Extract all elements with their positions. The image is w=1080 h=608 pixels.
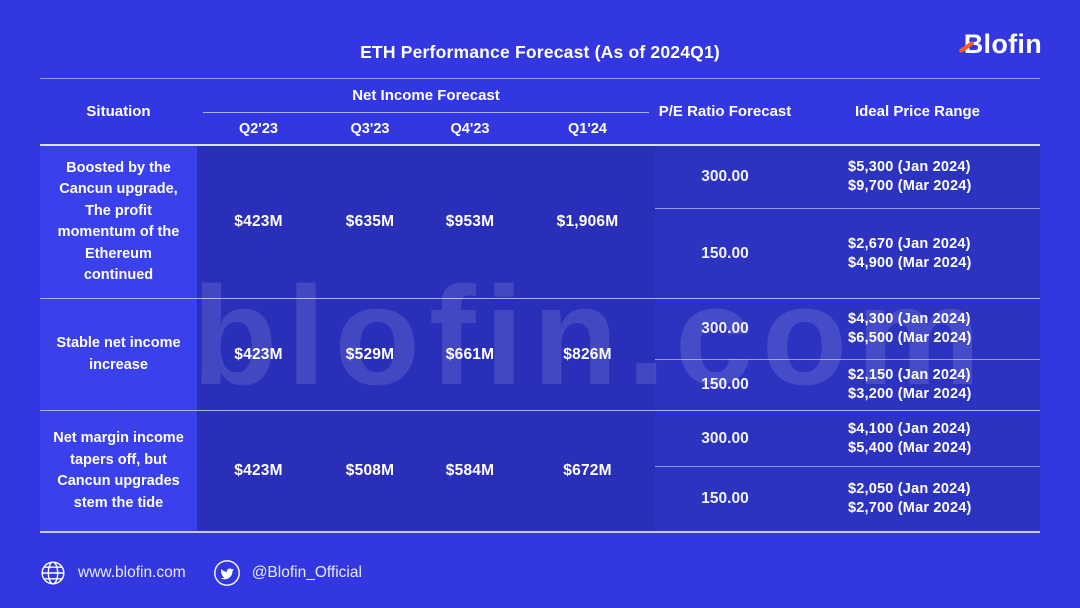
header-situation: Situation (86, 102, 151, 120)
pe-ratio-value: 300.00 (701, 319, 749, 337)
header-q2-23: Q2'23 (239, 120, 278, 137)
footer-twitter: @Blofin_Official (213, 560, 362, 586)
blofin-logo: Blofin (958, 29, 1042, 60)
net-income-value: $1,906M (556, 213, 619, 230)
scenario-cells: 300.00 $4,100 (Jan 2024) $5,400 (Mar 202… (655, 411, 1040, 531)
price-range-cell: $2,150 (Jan 2024) $3,200 (Mar 2024) (795, 360, 1040, 410)
price-jan: $2,670 (Jan 2024) (848, 235, 971, 252)
price-jan: $2,050 (Jan 2024) (848, 481, 971, 498)
header-net-income-group: Net Income Forecast Q2'23 Q3'23 Q4'23 Q1… (197, 79, 655, 144)
pe-ratio-value: 300.00 (701, 429, 749, 447)
price-jan: $4,300 (Jan 2024) (848, 310, 971, 327)
pe-ratio-value: 300.00 (701, 168, 749, 186)
situation-cell: Boosted by the Cancun upgrade, The profi… (40, 146, 197, 298)
twitter-bird-icon (213, 560, 240, 586)
header-price-range: Ideal Price Range (854, 102, 981, 120)
price-jan: $4,100 (Jan 2024) (848, 420, 971, 437)
footer-twitter-label: @Blofin_Official (251, 564, 362, 581)
pe-ratio-value: 150.00 (701, 490, 749, 508)
net-income-value: $423M (234, 462, 283, 479)
footer-website-label: www.blofin.com (78, 564, 186, 581)
header-q3-23: Q3'23 (350, 120, 390, 137)
footer-website: www.blofin.com (40, 560, 186, 586)
net-income-value: $826M (563, 345, 612, 363)
net-income-cells: $423M $635M $953M $1,906M (197, 146, 655, 298)
scenario-sub-row: 150.00 $2,670 (Jan 2024) $4,900 (Mar 202… (655, 208, 1040, 298)
price-range-cell: $4,300 (Jan 2024) $6,500 (Mar 2024) (795, 299, 1040, 359)
logo-text: Blofin (963, 29, 1042, 59)
scenario-sub-row: 150.00 $2,150 (Jan 2024) $3,200 (Mar 202… (655, 358, 1040, 410)
header-q1-24: Q1'24 (568, 120, 607, 137)
situation-cell: Stable net income increase (40, 299, 197, 410)
scenario-sub-row: 300.00 $4,300 (Jan 2024) $6,500 (Mar 202… (655, 299, 1040, 359)
forecast-table: Situation Net Income Forecast Q2'23 Q3'2… (40, 78, 1040, 533)
price-range-cell: $2,670 (Jan 2024) $4,900 (Mar 2024) (795, 209, 1040, 298)
price-mar: $5,400 (Mar 2024) (848, 439, 972, 456)
price-range-cell: $2,050 (Jan 2024) $2,700 (Mar 2024) (795, 467, 1040, 531)
price-range-cell: $4,100 (Jan 2024) $5,400 (Mar 2024) (795, 411, 1040, 466)
scenario-cells: 300.00 $4,300 (Jan 2024) $6,500 (Mar 202… (655, 299, 1040, 410)
net-income-value: $584M (445, 462, 495, 479)
scenario-sub-row: 300.00 $5,300 (Jan 2024) $9,700 (Mar 202… (655, 146, 1040, 208)
price-mar: $2,700 (Mar 2024) (848, 500, 972, 517)
page-title: ETH Performance Forecast (As of 2024Q1) (360, 42, 720, 62)
situation-cell: Net margin income tapers off, but Cancun… (40, 411, 197, 531)
globe-icon (40, 560, 66, 586)
scenario-sub-row: 300.00 $4,100 (Jan 2024) $5,400 (Mar 202… (655, 411, 1040, 466)
price-mar: $3,200 (Mar 2024) (848, 385, 972, 402)
table-row: Boosted by the Cancun upgrade, The profi… (40, 146, 1040, 298)
net-income-value: $423M (234, 345, 283, 363)
net-income-value: $672M (563, 462, 612, 479)
header-net-income-label: Net Income Forecast (352, 87, 500, 104)
price-mar: $4,900 (Mar 2024) (848, 254, 972, 271)
net-income-value: $661M (445, 345, 495, 363)
footer: www.blofin.com @Blofin_Official (40, 560, 362, 586)
price-jan: $5,300 (Jan 2024) (848, 159, 971, 176)
price-mar: $6,500 (Mar 2024) (848, 329, 972, 346)
table-row: Net margin income tapers off, but Cancun… (40, 410, 1040, 531)
price-mar: $9,700 (Mar 2024) (848, 178, 972, 195)
header-q4-23: Q4'23 (450, 120, 490, 137)
net-income-value: $635M (345, 213, 395, 230)
net-income-underline (203, 112, 649, 113)
price-range-cell: $5,300 (Jan 2024) $9,700 (Mar 2024) (795, 146, 1040, 208)
net-income-cells: $423M $529M $661M $826M (197, 299, 655, 410)
table-header: Situation Net Income Forecast Q2'23 Q3'2… (40, 79, 1040, 146)
net-income-value: $529M (345, 345, 395, 363)
header-quarters: Q2'23 Q3'23 Q4'23 Q1'24 (197, 113, 655, 144)
scenario-sub-row: 150.00 $2,050 (Jan 2024) $2,700 (Mar 202… (655, 466, 1040, 531)
net-income-cells: $423M $508M $584M $672M (197, 411, 655, 531)
price-jan: $2,150 (Jan 2024) (848, 366, 971, 383)
table-row: Stable net income increase $423M $529M $… (40, 298, 1040, 410)
net-income-value: $953M (445, 213, 495, 230)
header-pe-ratio: P/E Ratio Forecast (658, 102, 792, 120)
scenario-cells: 300.00 $5,300 (Jan 2024) $9,700 (Mar 202… (655, 146, 1040, 298)
net-income-value: $508M (345, 462, 395, 479)
net-income-value: $423M (234, 213, 283, 230)
pe-ratio-value: 150.00 (701, 375, 749, 393)
pe-ratio-value: 150.00 (701, 244, 749, 262)
